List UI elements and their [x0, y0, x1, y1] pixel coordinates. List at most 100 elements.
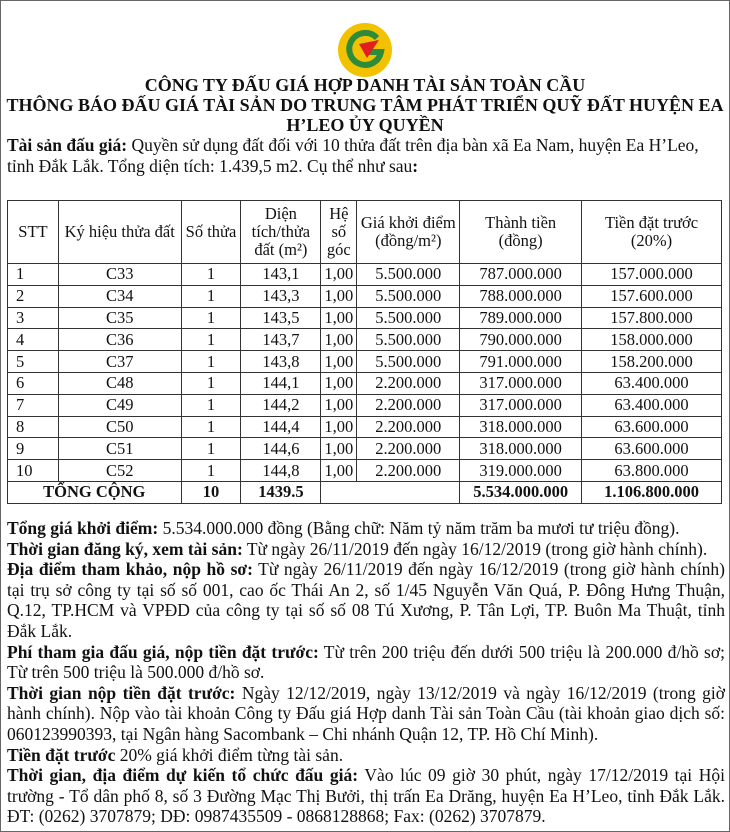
detail-text: Từ ngày 26/11/2019 đến ngày 16/12/2019 (…	[242, 538, 708, 559]
detail-paragraph: Địa điểm tham khảo, nộp hồ sơ: Từ ngày 2…	[7, 559, 725, 641]
column-header: Tiền đặt trước (20%)	[581, 200, 722, 264]
table-cell: 5.500.000	[356, 306, 461, 330]
detail-text: 20% giá khởi điểm từng tài sản.	[115, 744, 344, 765]
table-cell: 143,5	[240, 306, 322, 330]
detail-label: Địa điểm tham khảo, nộp hồ sơ:	[7, 559, 253, 580]
detail-paragraph: Thời gian đăng ký, xem tài sản: Từ ngày …	[7, 539, 725, 560]
column-header: STT	[7, 200, 59, 264]
table-cell: 1,00	[320, 306, 358, 330]
title-line-1: CÔNG TY ĐẤU GIÁ HỢP DANH TÀI SẢN TOÀN CẦ…	[144, 75, 586, 95]
column-header: Giá khởi điểm (đồng/m²)	[356, 200, 461, 264]
land-plots-table: STT Ký hiệu thửa đất Số thửa Diện tích/thửa…	[7, 200, 722, 504]
table-cell: 9	[7, 437, 59, 461]
intro-colon: :	[412, 156, 419, 176]
table-cell: C34	[57, 284, 182, 308]
table-cell: 1,00	[320, 328, 358, 352]
table-cell: 158.200.000	[581, 350, 722, 373]
table-row: 8 C50 1 144,4 1,00 2.200.000 318.000.000 63.600…	[7, 415, 722, 439]
table-cell: 5	[7, 350, 59, 373]
total-row: TỔNG CỘNG 10 1439.5 5.534.000.000 1.106.800.…	[7, 480, 722, 504]
table-cell: 791.000.000	[459, 350, 583, 373]
title-line-3: H’LEO ỦY QUYỀN	[286, 115, 444, 135]
table-cell: 1	[180, 263, 242, 286]
total-empty	[320, 480, 461, 504]
table-cell: C51	[57, 437, 182, 461]
table-cell: 1	[180, 284, 242, 308]
table-row: 3 C35 1 143,5 1,00 5.500.000 789.000.000 157.80…	[7, 306, 722, 330]
table-cell: 144,4	[240, 415, 322, 439]
table-cell: 7	[7, 393, 59, 417]
detail-paragraph: Thời gian, địa điểm dự kiến tổ chức đấu …	[7, 765, 725, 827]
detail-label: Thời gian nộp tiền đặt trước:	[7, 682, 236, 703]
column-header: Diện tích/thửa đất (m²)	[240, 200, 322, 264]
table-cell: 1	[180, 350, 242, 373]
table-cell: 1	[180, 328, 242, 352]
table-cell: 317.000.000	[459, 393, 583, 417]
table-row: 7 C49 1 144,2 1,00 2.200.000 317.000.000 63.400…	[7, 393, 722, 417]
table-row: 10 C52 1 144,8 1,00 2.200.000 319.000.000 63.80…	[7, 459, 722, 482]
detail-paragraph: Tiền đặt trước 20% giá khởi điểm từng tà…	[7, 745, 725, 766]
table-cell: 63.600.000	[581, 415, 722, 439]
table-cell: C48	[57, 371, 182, 395]
column-header: Thành tiền (đồng)	[459, 200, 583, 264]
detail-text: Từ trên 200 triệu đến dưới 500 triệu là …	[7, 641, 725, 683]
table-cell: 1	[180, 415, 242, 439]
table-cell: 157.800.000	[581, 306, 722, 330]
table-row: 5 C37 1 143,8 1,00 5.500.000 791.000.000 158.20…	[7, 350, 722, 373]
table-cell: C37	[57, 350, 182, 373]
table-cell: 3	[7, 306, 59, 330]
company-logo	[338, 23, 392, 77]
table-cell: C52	[57, 459, 182, 482]
table-cell: 318.000.000	[459, 415, 583, 439]
table-cell: 157.000.000	[581, 263, 722, 286]
auction-details: Tổng giá khởi điểm: 5.534.000.000 đồng (…	[7, 518, 725, 827]
table-cell: 1,00	[320, 459, 358, 482]
detail-label: Thời gian, địa điểm dự kiến tổ chức đấu …	[7, 765, 359, 786]
table-cell: 2	[7, 284, 59, 308]
table-cell: 1,00	[320, 284, 358, 308]
table-cell: 1	[180, 437, 242, 461]
table-cell: 2.200.000	[356, 437, 461, 461]
table-row: 6 C48 1 144,1 1,00 2.200.000 317.000.000 63.400…	[7, 371, 722, 395]
title-line-2: THÔNG BÁO ĐẤU GIÁ TÀI SẢN DO TRUNG TÂM P…	[6, 95, 724, 115]
table-cell: 2.200.000	[356, 415, 461, 439]
column-header: Ký hiệu thửa đất	[57, 200, 182, 264]
total-deposit: 1.106.800.000	[581, 480, 722, 504]
table-cell: 144,2	[240, 393, 322, 417]
table-cell: 143,3	[240, 284, 322, 308]
intro-label: Tài sản đấu giá:	[7, 135, 128, 155]
table-cell: 63.800.000	[581, 459, 722, 482]
table-cell: 143,8	[240, 350, 322, 373]
table-cell: 6	[7, 371, 59, 395]
table-cell: 157.600.000	[581, 284, 722, 308]
table-row: 1 C33 1 143,1 1,00 5.500.000 787.000.000 157.00…	[7, 263, 722, 286]
detail-text: Từ ngày 26/11/2019 đến ngày 16/12/2019 (…	[7, 559, 725, 641]
table-cell: 143,1	[240, 263, 322, 286]
table-cell: 1	[180, 459, 242, 482]
table-cell: 787.000.000	[459, 263, 583, 286]
table-cell: C50	[57, 415, 182, 439]
table-row: 9 C51 1 144,6 1,00 2.200.000 318.000.000 63.600…	[7, 437, 722, 461]
table-cell: C33	[57, 263, 182, 286]
detail-label: Tổng giá khởi điểm:	[7, 518, 159, 538]
detail-paragraph: Tổng giá khởi điểm: 5.534.000.000 đồng (…	[7, 518, 725, 539]
table-cell: 317.000.000	[459, 371, 583, 395]
table-cell: 1	[180, 393, 242, 417]
table-cell: 1,00	[320, 263, 358, 286]
table-cell: 318.000.000	[459, 437, 583, 461]
intro-text: Quyền sử dụng đất đối với 10 thửa đất tr…	[7, 135, 699, 176]
table-cell: 10	[7, 459, 59, 482]
detail-text: 5.534.000.000 đồng (Bằng chữ: Năm tỷ năm…	[158, 518, 680, 538]
table-cell: 63.400.000	[581, 393, 722, 417]
table-cell: 8	[7, 415, 59, 439]
total-count: 10	[180, 480, 242, 504]
table-cell: 789.000.000	[459, 306, 583, 330]
detail-text: Vào lúc 09 giờ 30 phút, ngày 17/12/2019 …	[7, 765, 725, 827]
table-cell: 144,1	[240, 371, 322, 395]
table-cell: 319.000.000	[459, 459, 583, 482]
table-cell: 1,00	[320, 371, 358, 395]
total-label: TỔNG CỘNG	[7, 480, 182, 504]
table-cell: 1	[180, 306, 242, 330]
table-row: 2 C34 1 143,3 1,00 5.500.000 788.000.000 157.60…	[7, 284, 722, 308]
table-cell: 144,8	[240, 459, 322, 482]
